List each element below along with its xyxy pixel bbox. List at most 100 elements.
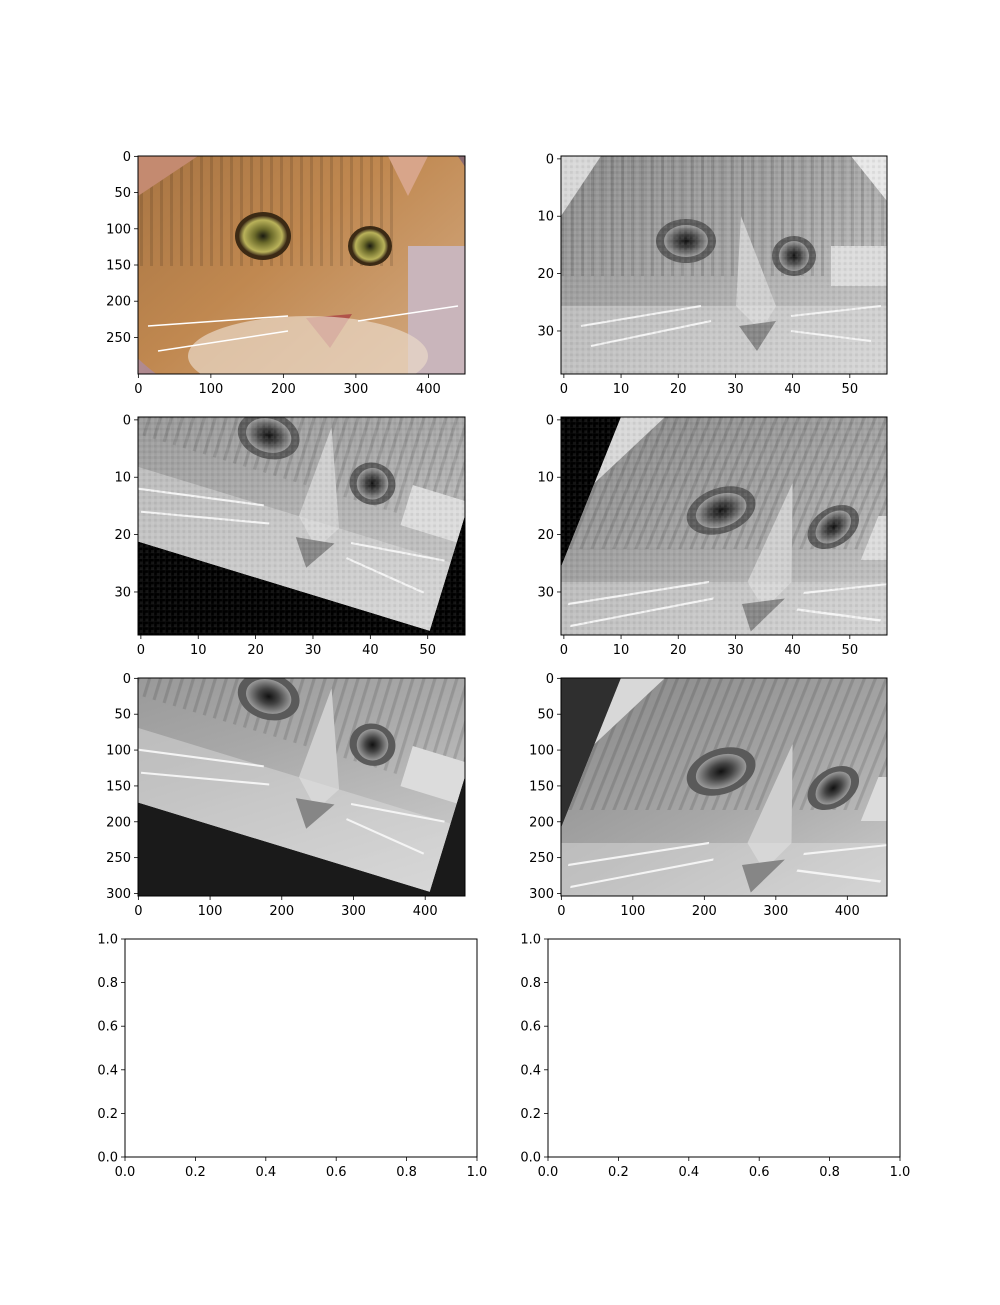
- x-tick-label: 0.4: [678, 1165, 699, 1180]
- x-tick-label: 300: [341, 904, 366, 919]
- axes-frame: [560, 155, 888, 375]
- x-tick-label: 300: [763, 904, 788, 919]
- y-tick-label: 250: [529, 851, 554, 866]
- y-tick-label: 30: [537, 324, 554, 339]
- y-tick-label: 10: [114, 471, 131, 486]
- y-tick-label: 0.8: [97, 976, 118, 991]
- axes-8: 0.0 0.2 0.4 0.6 0.8 1.0 0.0 0.2 0.4 0.6 0.8 1.0: [520, 933, 910, 1181]
- y-tick-label: 1.0: [520, 933, 541, 948]
- y-tick-label: 0: [123, 150, 131, 165]
- y-tick-label: 20: [537, 267, 554, 282]
- y-tick-label: 20: [114, 528, 131, 543]
- image-content: [561, 678, 887, 896]
- image-content: [561, 417, 887, 635]
- y-tick-label: 250: [106, 851, 131, 866]
- axes-3: 0 10 20 30 40 50 0 10 20 30: [114, 413, 466, 658]
- y-tick-label: 20: [537, 528, 554, 543]
- y-tick-label: 300: [106, 887, 131, 902]
- y-tick-label: 50: [537, 708, 554, 723]
- y-tick-label: 0: [546, 413, 554, 428]
- axes-2: 0 10 20 30 40 50 0 10 20 30: [537, 152, 888, 397]
- x-tick-label: 200: [271, 382, 296, 397]
- x-tick-label: 40: [784, 382, 801, 397]
- y-tick-label: 30: [537, 585, 554, 600]
- x-tick-label: 0.2: [185, 1165, 206, 1180]
- y-tick-label: 50: [114, 186, 131, 201]
- axes-4: 0 10 20 30 40 50 0 10 20 30: [537, 413, 888, 658]
- axes-frame: [137, 677, 466, 897]
- x-tick-label: 30: [727, 643, 744, 658]
- x-tick-label: 10: [190, 643, 207, 658]
- x-tick-label: 0: [557, 904, 565, 919]
- x-tick-label: 100: [198, 904, 223, 919]
- x-tick-label: 20: [247, 643, 264, 658]
- y-tick-label: 10: [537, 210, 554, 225]
- x-tick-label: 30: [305, 643, 322, 658]
- x-tick-label: 10: [613, 643, 630, 658]
- x-tick-label: 20: [670, 643, 687, 658]
- x-tick-label: 100: [198, 382, 223, 397]
- axes-6: 0 100 200 300 400 0 50 100 150 200 250 300: [529, 672, 888, 919]
- y-tick-label: 0: [546, 152, 554, 167]
- axes-frame: [124, 938, 478, 1158]
- x-tick-label: 50: [842, 382, 859, 397]
- image-content: [561, 156, 887, 374]
- x-tick-label: 50: [842, 643, 859, 658]
- x-tick-label: 0.0: [538, 1165, 559, 1180]
- x-tick-label: 0: [560, 643, 568, 658]
- y-tick-label: 200: [106, 815, 131, 830]
- y-tick-label: 300: [529, 887, 554, 902]
- x-tick-label: 0.6: [326, 1165, 347, 1180]
- x-tick-label: 30: [727, 382, 744, 397]
- y-tick-label: 100: [106, 744, 131, 759]
- x-tick-label: 0.0: [115, 1165, 136, 1180]
- y-tick-label: 150: [106, 779, 131, 794]
- x-tick-label: 0: [137, 643, 145, 658]
- y-tick-label: 0.6: [97, 1020, 118, 1035]
- axes-frame: [137, 416, 466, 636]
- x-tick-label: 400: [835, 904, 860, 919]
- y-tick-label: 250: [106, 331, 131, 346]
- x-tick-label: 20: [670, 382, 687, 397]
- y-tick-label: 0: [123, 672, 131, 687]
- x-tick-label: 0.4: [255, 1165, 276, 1180]
- x-tick-label: 40: [784, 643, 801, 658]
- y-tick-label: 0: [123, 413, 131, 428]
- axes-5: 0 100 200 300 400 0 50 100 150 200 250 300: [106, 672, 466, 919]
- y-tick-label: 0.4: [97, 1063, 118, 1078]
- y-tick-label: 100: [529, 744, 554, 759]
- x-tick-label: 1.0: [467, 1165, 488, 1180]
- x-tick-label: 0: [560, 382, 568, 397]
- y-tick-label: 0.6: [520, 1020, 541, 1035]
- x-tick-label: 400: [416, 382, 441, 397]
- x-tick-label: 0: [134, 904, 142, 919]
- image-content: [138, 156, 465, 374]
- x-tick-label: 200: [692, 904, 717, 919]
- axes-frame: [547, 938, 901, 1158]
- y-tick-label: 0.4: [520, 1063, 541, 1078]
- x-tick-label: 0.6: [749, 1165, 770, 1180]
- x-tick-label: 0.8: [819, 1165, 840, 1180]
- x-tick-label: 300: [343, 382, 368, 397]
- axes-frame: [560, 677, 888, 897]
- y-tick-label: 150: [106, 259, 131, 274]
- y-tick-label: 0.8: [520, 976, 541, 991]
- y-tick-label: 150: [529, 779, 554, 794]
- x-tick-label: 1.0: [890, 1165, 911, 1180]
- x-tick-label: 0.8: [396, 1165, 417, 1180]
- y-tick-label: 0.0: [520, 1151, 541, 1166]
- x-tick-label: 0: [134, 382, 142, 397]
- image-content: [138, 678, 465, 896]
- axes-frame: [560, 416, 888, 636]
- y-tick-label: 0: [546, 672, 554, 687]
- x-tick-label: 40: [362, 643, 379, 658]
- image-content: [138, 417, 465, 635]
- y-tick-label: 0.2: [97, 1107, 118, 1122]
- x-tick-label: 100: [620, 904, 645, 919]
- x-tick-label: 10: [613, 382, 630, 397]
- y-tick-label: 0.0: [97, 1151, 118, 1166]
- axes-7: 0.0 0.2 0.4 0.6 0.8 1.0 0.0 0.2 0.4 0.6 0.8 1.0: [97, 933, 487, 1181]
- y-tick-label: 200: [106, 295, 131, 310]
